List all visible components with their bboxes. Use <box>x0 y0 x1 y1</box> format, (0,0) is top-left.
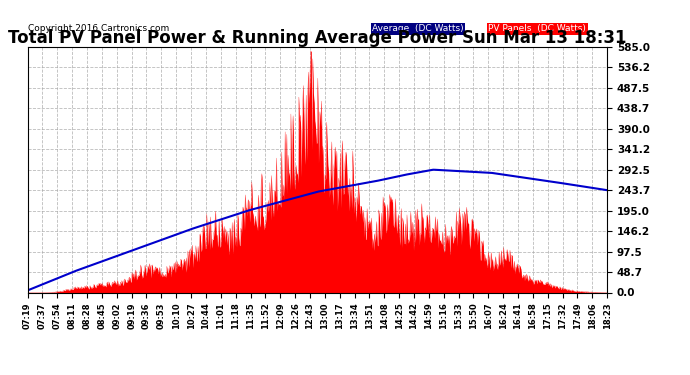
Title: Total PV Panel Power & Running Average Power Sun Mar 13 18:31: Total PV Panel Power & Running Average P… <box>8 29 627 47</box>
Text: Average  (DC Watts): Average (DC Watts) <box>373 24 464 33</box>
Text: PV Panels  (DC Watts): PV Panels (DC Watts) <box>489 24 586 33</box>
Text: Copyright 2016 Cartronics.com: Copyright 2016 Cartronics.com <box>28 24 170 33</box>
